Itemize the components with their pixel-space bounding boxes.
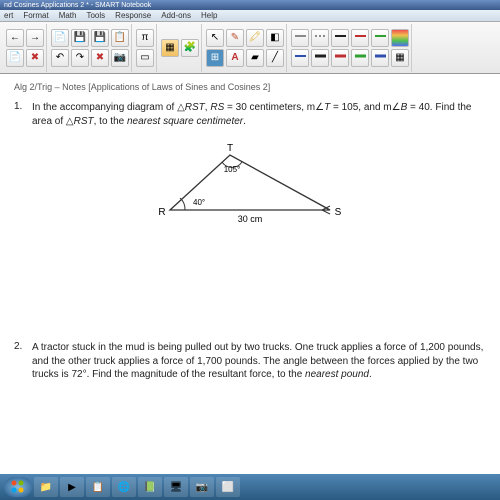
svg-text:T: T — [227, 143, 233, 154]
menu-help[interactable]: Help — [201, 11, 217, 20]
new-icon: 📄 — [54, 32, 66, 43]
menu-tools[interactable]: Tools — [86, 11, 105, 20]
cursor-button[interactable]: ↖ — [206, 29, 224, 47]
line-style-1[interactable] — [291, 29, 309, 47]
line-style-2[interactable] — [311, 29, 329, 47]
shape-icon: ▦ — [165, 42, 174, 53]
doc-button[interactable]: 📄 — [6, 49, 24, 67]
window-title: nd Cosines Applications 2 * - SMART Note… — [4, 2, 151, 9]
eraser-button[interactable]: ◧ — [266, 29, 284, 47]
windows-icon — [11, 480, 25, 494]
highlighter-button[interactable]: 🖍 — [246, 29, 264, 47]
taskbar-item-3[interactable]: 📋 — [86, 477, 110, 497]
svg-text:R: R — [158, 207, 165, 218]
question-2: 2. A tractor stuck in the mud is being p… — [14, 341, 486, 382]
line-style-10[interactable] — [371, 49, 389, 67]
back-icon: ← — [10, 32, 20, 43]
menu-format[interactable]: Format — [23, 11, 48, 20]
triangle-diagram: T R S 105° 40° 30 cm — [14, 140, 486, 235]
text-icon: A — [231, 52, 238, 63]
delete-icon: ✖ — [31, 52, 39, 63]
taskbar-item-7[interactable]: 📷 — [190, 477, 214, 497]
close-button[interactable]: ✖ — [91, 49, 109, 67]
grid-button[interactable]: ▦ — [391, 49, 409, 67]
pi-button[interactable]: π — [136, 29, 154, 47]
taskbar-item-2[interactable]: ▶ — [60, 477, 84, 497]
line-style-6[interactable] — [291, 49, 309, 67]
new-button[interactable]: 📄 — [51, 29, 69, 47]
camera-icon: 📷 — [114, 52, 126, 63]
grid-icon: ▦ — [395, 52, 404, 63]
line-style-5[interactable] — [371, 29, 389, 47]
svg-text:40°: 40° — [193, 198, 205, 207]
svg-text:30 cm: 30 cm — [238, 214, 263, 224]
document-content: Alg 2/Trig – Notes [Applications of Laws… — [0, 74, 500, 454]
open-icon: 💾 — [74, 32, 86, 43]
shape-button[interactable]: ▦ — [161, 39, 179, 57]
pen-button[interactable]: ✎ — [226, 29, 244, 47]
paste-icon: 📋 — [114, 32, 126, 43]
text-button[interactable]: A — [226, 49, 244, 67]
line-button[interactable]: ╱ — [266, 49, 284, 67]
menu-response[interactable]: Response — [115, 11, 151, 20]
delete-button[interactable]: ✖ — [26, 49, 44, 67]
fill-icon: ▰ — [251, 52, 259, 63]
taskbar-item-4[interactable]: 🌐 — [112, 477, 136, 497]
plugin-button[interactable]: 🧩 — [181, 39, 199, 57]
pen-icon: ✎ — [231, 32, 239, 43]
menu-math[interactable]: Math — [59, 11, 77, 20]
menu-insert[interactable]: ert — [4, 11, 13, 20]
undo-button[interactable]: ↶ — [51, 49, 69, 67]
taskbar-item-8[interactable]: ⬜ — [216, 477, 240, 497]
save-button[interactable]: 💾 — [91, 29, 109, 47]
line-icon: ╱ — [272, 52, 278, 63]
taskbar-item-1[interactable]: 📁 — [34, 477, 58, 497]
undo-icon: ↶ — [56, 52, 64, 63]
taskbar-item-5[interactable]: 📗 — [138, 477, 162, 497]
line-style-7[interactable] — [311, 49, 329, 67]
table-button[interactable]: ▭ — [136, 49, 154, 67]
pi-icon: π — [142, 32, 149, 43]
line-style-9[interactable] — [351, 49, 369, 67]
table-icon: ▭ — [140, 52, 149, 63]
back-button[interactable]: ← — [6, 29, 24, 47]
taskbar-item-6[interactable]: 🖥 — [164, 477, 188, 497]
camera-button[interactable]: 📷 — [111, 49, 129, 67]
question-1: 1. In the accompanying diagram of △RST, … — [14, 101, 486, 128]
line-style-4[interactable] — [351, 29, 369, 47]
toolbar: ← → 📄 ✖ 📄 💾 💾 📋 ↶ ↷ ✖ 📷 π ▭ ▦ 🧩 — [0, 22, 500, 74]
forward-icon: → — [30, 32, 40, 43]
forward-button[interactable]: → — [26, 29, 44, 47]
window-titlebar: nd Cosines Applications 2 * - SMART Note… — [0, 0, 500, 10]
close-icon: ✖ — [96, 52, 104, 63]
open-button[interactable]: 💾 — [71, 29, 89, 47]
q2-text: A tractor stuck in the mud is being pull… — [32, 341, 486, 382]
highlighter-icon: 🖍 — [249, 32, 262, 43]
paste-button[interactable]: 📋 — [111, 29, 129, 47]
puzzle-icon: 🧩 — [184, 42, 196, 53]
start-button[interactable] — [4, 477, 32, 497]
line-style-3[interactable] — [331, 29, 349, 47]
taskbar: 📁 ▶ 📋 🌐 📗 🖥 📷 ⬜ — [0, 474, 500, 500]
q1-text: In the accompanying diagram of △RST, RS … — [32, 101, 486, 128]
menu-addons[interactable]: Add-ons — [161, 11, 191, 20]
q1-number: 1. — [14, 101, 22, 128]
doc-icon: 📄 — [9, 52, 21, 63]
cursor-icon: ↖ — [211, 32, 219, 43]
page-header: Alg 2/Trig – Notes [Applications of Laws… — [14, 82, 486, 95]
eraser-icon: ◧ — [270, 32, 279, 43]
line-style-8[interactable] — [331, 49, 349, 67]
fill-button[interactable]: ▰ — [246, 49, 264, 67]
svg-text:105°: 105° — [224, 165, 241, 174]
color-button[interactable] — [391, 29, 409, 47]
ruler-button[interactable]: ⊞ — [206, 49, 224, 67]
redo-icon: ↷ — [76, 52, 84, 63]
menu-bar: ert Format Math Tools Response Add-ons H… — [0, 10, 500, 22]
svg-text:S: S — [335, 207, 342, 218]
save-icon: 💾 — [94, 32, 106, 43]
q2-number: 2. — [14, 341, 22, 382]
redo-button[interactable]: ↷ — [71, 49, 89, 67]
